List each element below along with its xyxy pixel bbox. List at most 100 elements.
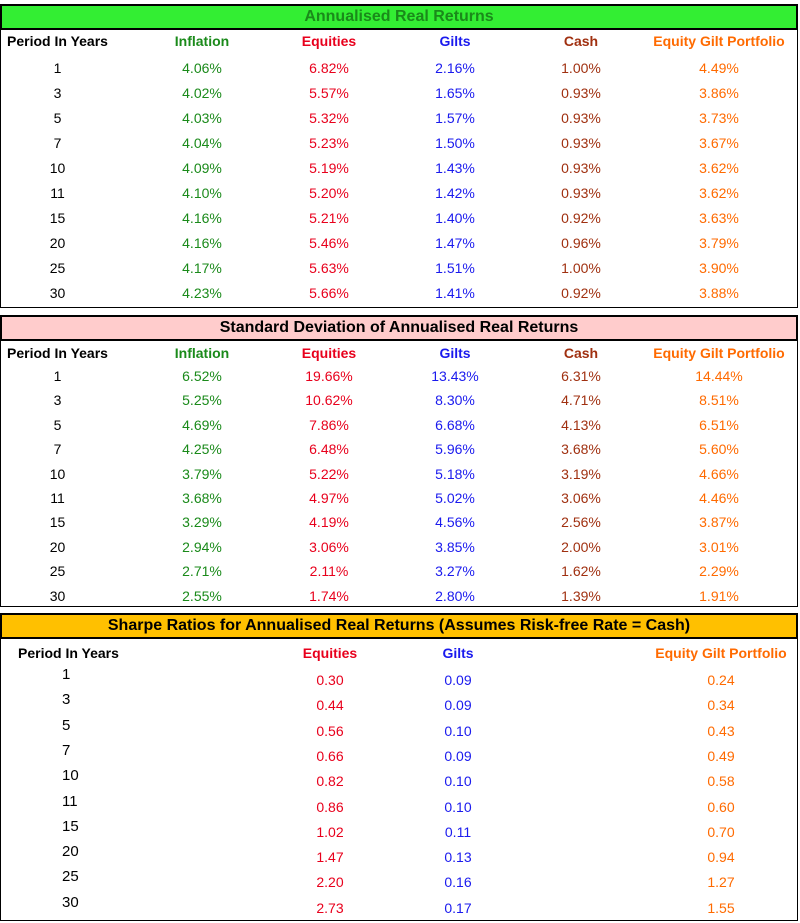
cell-gilts: 0.09 [444,747,472,764]
cell-gilts: 1.47% [435,235,475,251]
cell-equities: 7.86% [309,416,349,433]
cell-gilts: 3.27% [435,563,475,580]
cell-portfolio: 3.62% [699,185,739,201]
header-cash: Cash [563,345,599,361]
cell-equities: 6.82% [309,60,349,76]
cell-cash: 2.00% [561,538,601,555]
header-gilts: Gilts [439,33,471,49]
cell-inflation: 4.10% [182,185,222,201]
cell-portfolio: 3.63% [699,210,739,226]
table-row: 15 4.16% 5.21% 1.40% 0.92% 3.63% [0,206,798,230]
cell-equities: 0.56 [316,722,344,739]
cell-period: 11 [50,185,65,201]
table-row: 3 5.25% 10.62% 8.30% 4.71% 8.51% [0,388,798,412]
table-row: 5 4.69% 7.86% 6.68% 4.13% 6.51% [0,413,798,437]
cell-period: 10 [49,465,66,482]
cell-portfolio: 2.29% [699,563,739,580]
cell-period: 20 [49,235,66,251]
cell-gilts: 0.11 [444,823,472,840]
header-period: Period In Years [7,33,108,49]
cell-cash: 1.62% [561,563,601,580]
cell-gilts: 1.50% [435,135,475,151]
cell-period: 30 [62,893,79,911]
cell-gilts: 5.18% [435,465,475,482]
cell-portfolio: 0.70 [707,823,735,840]
cell-gilts: 4.56% [435,514,475,531]
cell-period: 5 [62,716,71,734]
cell-cash: 0.93% [561,185,601,201]
table-row: 3 4.02% 5.57% 1.65% 0.93% 3.86% [0,81,798,105]
cell-period: 25 [49,260,66,276]
cell-period: 3 [53,85,62,101]
cell-inflation: 3.79% [182,465,222,482]
table-header-row: Period In Years Inflation Equities Gilts… [0,341,798,365]
cell-equities: 5.19% [309,160,349,176]
cell-equities: 6.48% [309,441,349,458]
cell-inflation: 5.25% [182,392,222,409]
cell-cash: 1.00% [561,260,601,276]
cell-gilts: 1.51% [435,260,475,276]
cell-gilts: 1.43% [435,160,475,176]
cell-period: 7 [53,441,62,458]
cell-inflation: 3.68% [182,490,222,506]
cell-gilts: 1.41% [435,285,475,301]
cell-cash: 1.39% [561,587,601,604]
table-row: 25 4.17% 5.63% 1.51% 1.00% 3.90% [0,256,798,280]
cell-portfolio: 1.91% [699,587,739,604]
cell-equities: 5.63% [309,260,349,276]
cell-portfolio: 5.60% [699,441,739,458]
header-portfolio: Equity Gilt Portfolio [653,33,785,49]
header-gilts: Gilts [439,345,471,361]
table-row: 15 1.02 0.11 0.70 [0,818,798,844]
table-body [0,30,798,308]
cell-cash: 0.93% [561,160,601,176]
table-row: 10 4.09% 5.19% 1.43% 0.93% 3.62% [0,156,798,180]
cell-gilts: 2.16% [435,60,475,76]
cell-portfolio: 8.51% [699,392,739,409]
cell-period: 5 [53,416,62,433]
cell-equities: 0.66 [316,747,344,764]
cell-equities: 19.66% [305,368,353,384]
cell-portfolio: 0.34 [707,697,735,714]
table-row: 15 3.29% 4.19% 4.56% 2.56% 3.87% [0,510,798,534]
header-inflation: Inflation [174,345,230,361]
cell-portfolio: 3.87% [699,514,739,531]
cell-period: 10 [62,767,79,785]
cell-equities: 10.62% [305,392,353,409]
cell-equities: 1.02 [316,823,344,840]
cell-gilts: 0.10 [444,773,472,790]
cell-gilts: 0.17 [444,899,472,916]
cell-period: 1 [53,60,62,76]
cell-gilts: 3.85% [435,538,475,555]
cell-gilts: 1.40% [435,210,475,226]
cell-equities: 5.22% [309,465,349,482]
cell-portfolio: 0.94 [707,849,735,866]
table-row: 10 3.79% 5.22% 5.18% 3.19% 4.66% [0,462,798,486]
cell-gilts: 0.09 [444,672,472,688]
cell-equities: 0.30 [316,672,344,688]
cell-inflation: 4.09% [182,160,222,176]
table-title: Sharpe Ratios for Annualised Real Return… [0,613,798,639]
cell-portfolio: 0.58 [707,773,735,790]
cell-cash: 3.19% [561,465,601,482]
cell-cash: 2.56% [561,514,601,531]
table-row: 30 4.23% 5.66% 1.41% 0.92% 3.88% [0,281,798,305]
table-row: 20 4.16% 5.46% 1.47% 0.96% 3.79% [0,231,798,255]
cell-cash: 0.93% [561,135,601,151]
table-row: 30 2.73 0.17 1.55 [0,894,798,920]
cell-portfolio: 3.88% [699,285,739,301]
cell-portfolio: 4.49% [699,60,739,76]
cell-period: 20 [62,843,79,861]
cell-portfolio: 0.24 [707,672,735,688]
table-row: 11 3.68% 4.97% 5.02% 3.06% 4.46% [0,486,798,510]
cell-equities: 4.97% [309,490,349,506]
table-row: 5 4.03% 5.32% 1.57% 0.93% 3.73% [0,106,798,130]
cell-gilts: 0.09 [444,697,472,714]
cell-cash: 1.00% [561,60,601,76]
cell-portfolio: 3.90% [699,260,739,276]
table-body [0,639,798,921]
table-header-row: Period In Years Equities Gilts Equity Gi… [0,641,798,665]
table-row: 20 1.47 0.13 0.94 [0,843,798,869]
table-row: 10 0.82 0.10 0.58 [0,767,798,793]
cell-equities: 5.23% [309,135,349,151]
